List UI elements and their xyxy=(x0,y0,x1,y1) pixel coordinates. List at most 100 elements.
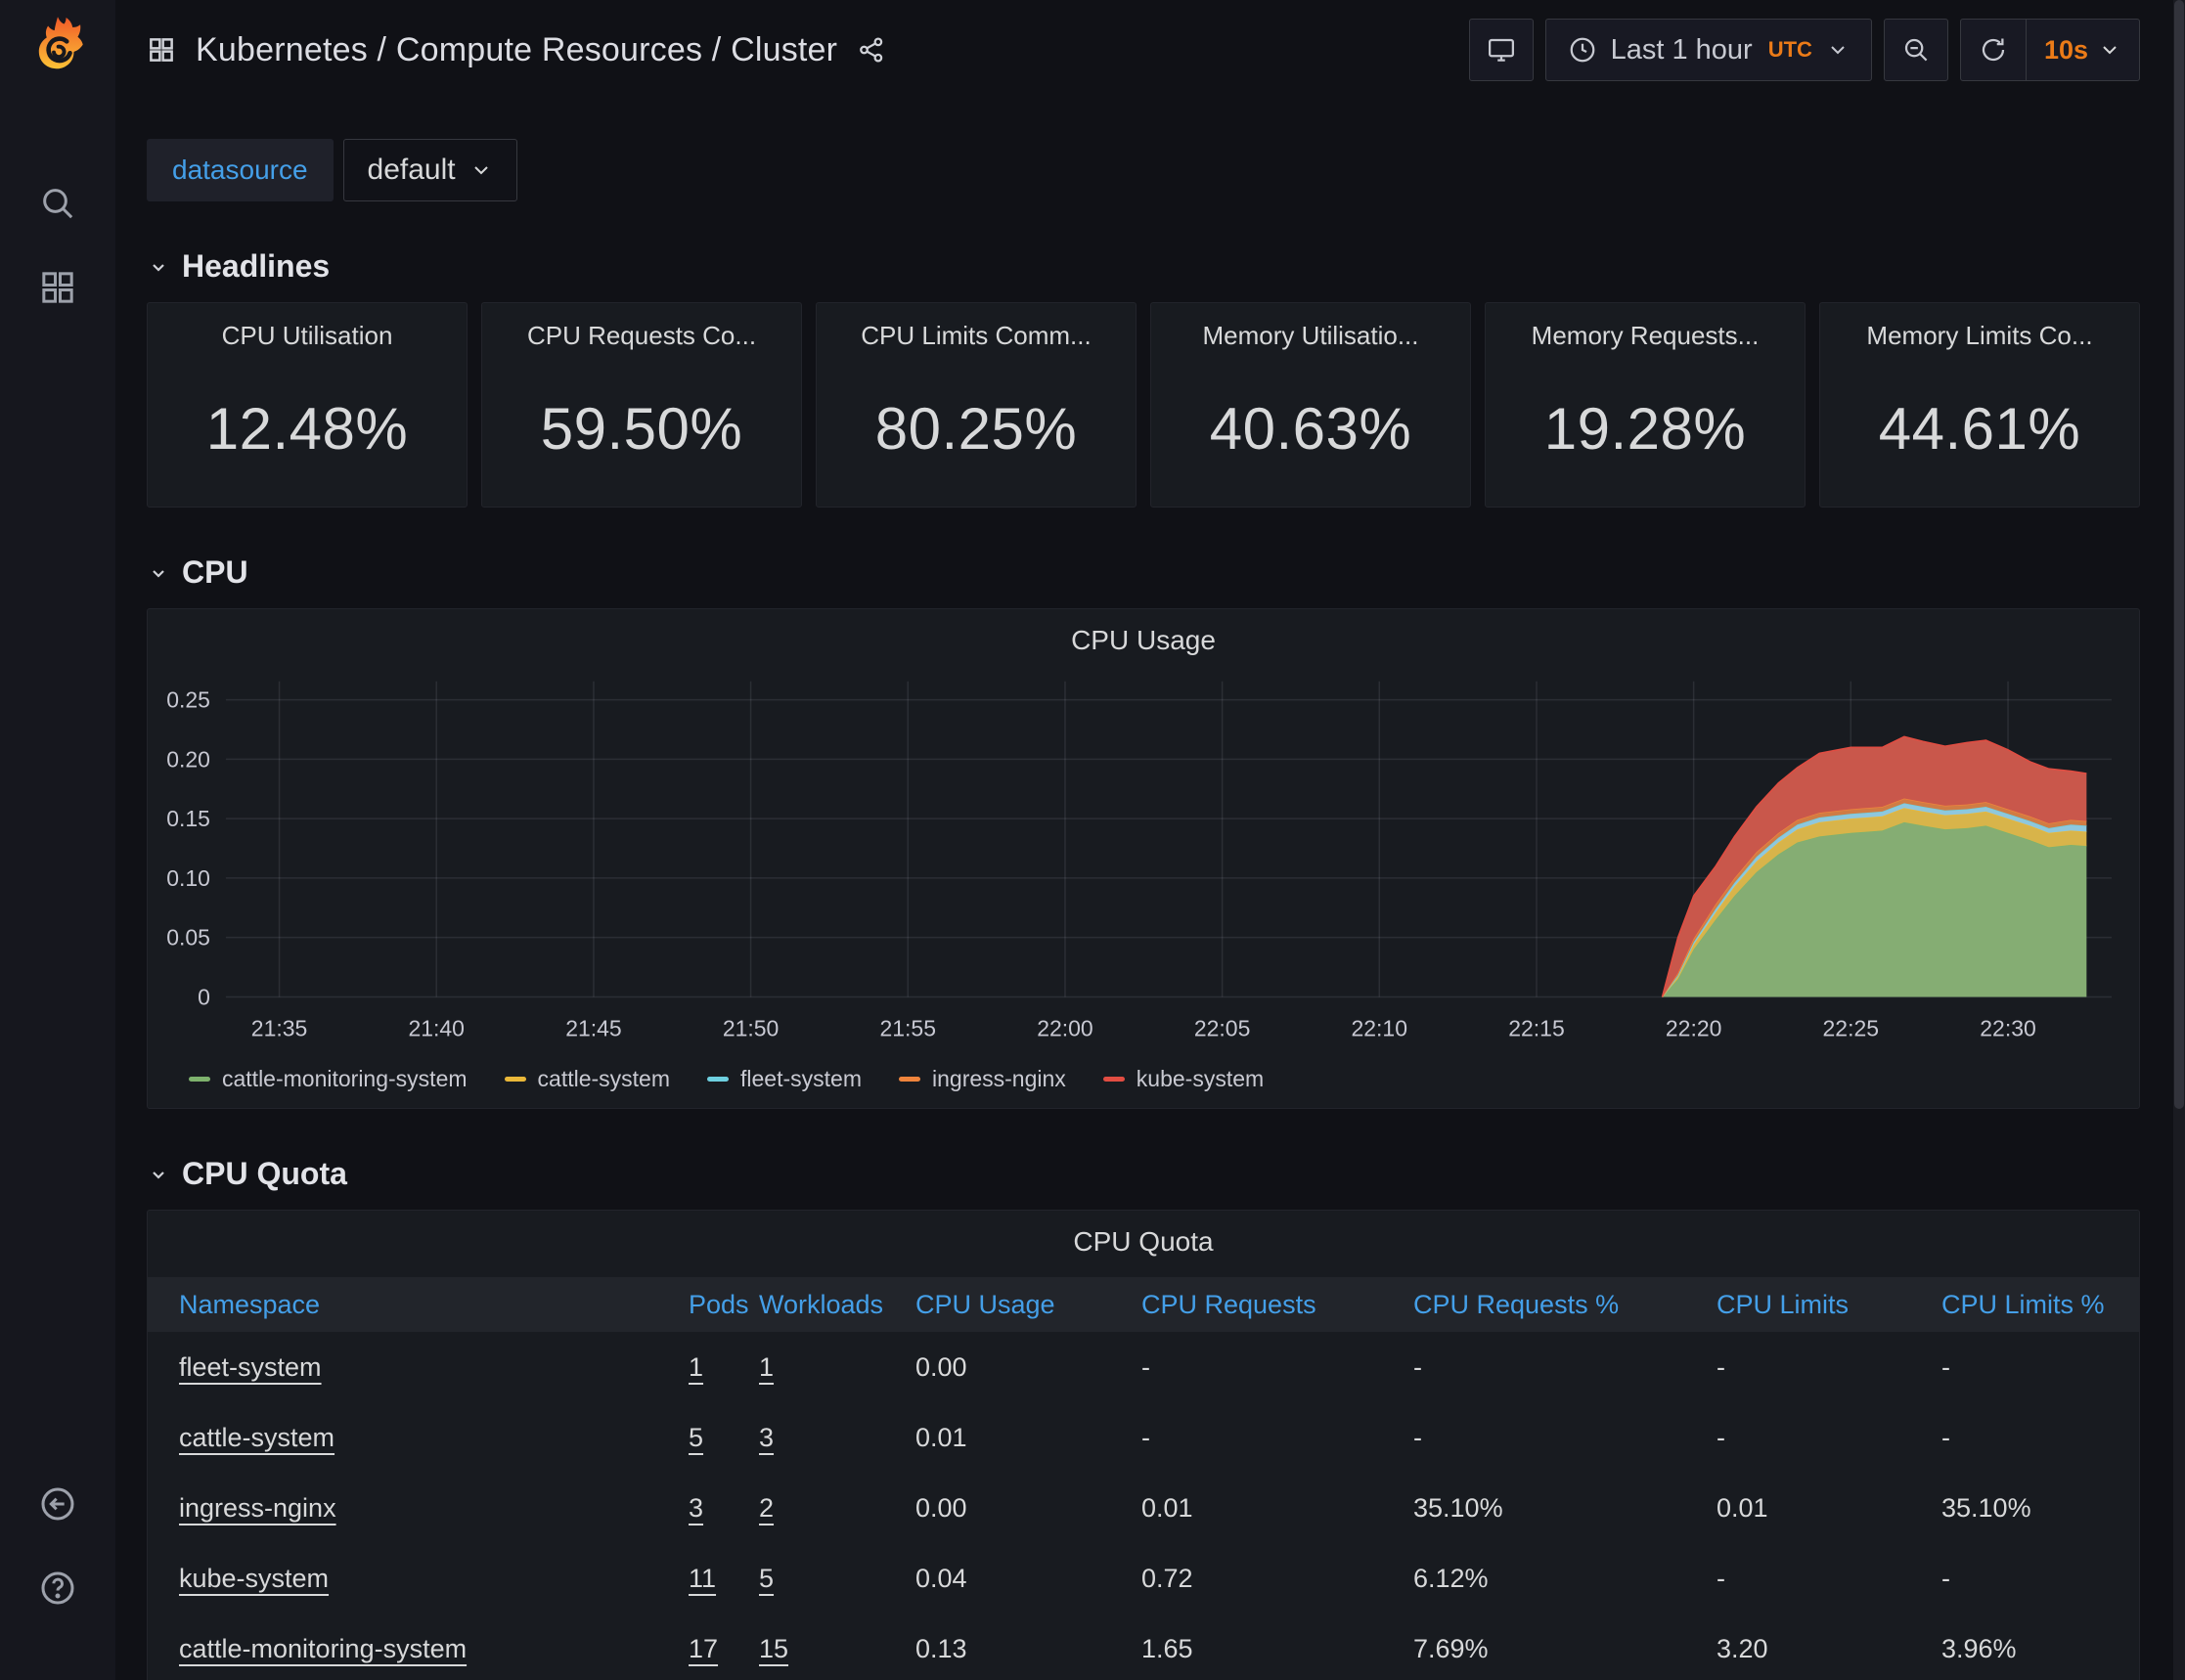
legend-item-fleet-system[interactable]: fleet-system xyxy=(707,1066,862,1092)
quota-table-header: NamespacePodsWorkloadsCPU UsageCPU Reque… xyxy=(148,1277,2139,1332)
svg-text:0.20: 0.20 xyxy=(166,746,210,772)
stat-panel-3[interactable]: Memory Utilisatio...40.63% xyxy=(1150,302,1471,508)
legend-item-ingress-nginx[interactable]: ingress-nginx xyxy=(899,1066,1066,1092)
tv-mode-button[interactable] xyxy=(1469,19,1534,81)
pods-link[interactable]: 11 xyxy=(689,1564,716,1593)
column-header-cpu-usage[interactable]: CPU Usage xyxy=(915,1290,1141,1320)
legend-label: cattle-monitoring-system xyxy=(222,1066,468,1092)
svg-text:0: 0 xyxy=(198,984,210,1009)
column-header-namespace[interactable]: Namespace xyxy=(148,1290,689,1320)
section-cpu[interactable]: CPU xyxy=(147,554,2140,591)
refresh-interval-label: 10s xyxy=(2044,35,2088,66)
namespace-link[interactable]: fleet-system xyxy=(179,1352,322,1382)
svg-text:22:15: 22:15 xyxy=(1508,1015,1564,1040)
page-header: Kubernetes / Compute Resources / Cluster… xyxy=(147,0,2140,100)
pods-link[interactable]: 3 xyxy=(689,1493,703,1523)
time-range-label: Last 1 hour xyxy=(1611,34,1753,66)
table-cell: - xyxy=(1413,1423,1717,1453)
refresh-button[interactable] xyxy=(1961,20,2026,80)
svg-text:22:20: 22:20 xyxy=(1666,1015,1721,1040)
section-title: CPU Quota xyxy=(182,1156,347,1192)
table-cell: 5 xyxy=(689,1423,759,1453)
svg-text:22:05: 22:05 xyxy=(1194,1015,1250,1040)
table-cell: cattle-monitoring-system xyxy=(148,1634,689,1664)
legend-item-cattle-system[interactable]: cattle-system xyxy=(505,1066,670,1092)
grafana-logo[interactable] xyxy=(23,14,92,78)
namespace-link[interactable]: ingress-nginx xyxy=(179,1493,336,1523)
legend-item-cattle-monitoring-system[interactable]: cattle-monitoring-system xyxy=(189,1066,468,1092)
svg-text:0.25: 0.25 xyxy=(166,687,210,713)
scrollbar[interactable] xyxy=(2173,0,2185,1680)
table-cell: 35.10% xyxy=(1413,1493,1717,1524)
namespace-link[interactable]: cattle-monitoring-system xyxy=(179,1634,467,1663)
section-cpu-quota[interactable]: CPU Quota xyxy=(147,1156,2140,1192)
namespace-link[interactable]: cattle-system xyxy=(179,1423,334,1452)
table-cell: 3 xyxy=(689,1493,759,1524)
legend-swatch xyxy=(505,1077,526,1082)
svg-text:21:45: 21:45 xyxy=(565,1015,621,1040)
stat-panel-4[interactable]: Memory Requests...19.28% xyxy=(1485,302,1806,508)
datasource-select[interactable]: default xyxy=(343,139,517,201)
pods-link[interactable]: 17 xyxy=(689,1634,718,1663)
table-cell: 2 xyxy=(759,1493,915,1524)
namespace-link[interactable]: kube-system xyxy=(179,1564,329,1593)
table-cell: 0.00 xyxy=(915,1493,1141,1524)
workloads-link[interactable]: 15 xyxy=(759,1634,788,1663)
table-cell: - xyxy=(1717,1564,1941,1594)
chevron-down-icon xyxy=(147,561,170,585)
table-cell: 3.20 xyxy=(1717,1634,1941,1664)
time-range-picker[interactable]: Last 1 hour UTC xyxy=(1545,19,1872,81)
stat-title: CPU Utilisation xyxy=(222,321,393,351)
column-header-workloads[interactable]: Workloads xyxy=(759,1290,915,1320)
search-icon[interactable] xyxy=(26,172,89,235)
scrollbar-thumb[interactable] xyxy=(2174,0,2184,1109)
chevron-down-icon xyxy=(147,1163,170,1186)
chevron-down-icon xyxy=(1826,38,1850,62)
column-header-cpu-limits-[interactable]: CPU Limits % xyxy=(1941,1290,2139,1320)
svg-text:0.15: 0.15 xyxy=(166,806,210,831)
dashboards-icon[interactable] xyxy=(26,256,89,319)
refresh-interval-dropdown[interactable]: 10s xyxy=(2026,20,2139,80)
section-headlines[interactable]: Headlines xyxy=(147,248,2140,285)
column-header-pods[interactable]: Pods xyxy=(689,1290,759,1320)
stat-title: Memory Limits Co... xyxy=(1866,321,2092,351)
pods-link[interactable]: 5 xyxy=(689,1423,703,1452)
stat-panel-5[interactable]: Memory Limits Co...44.61% xyxy=(1819,302,2140,508)
svg-text:0.05: 0.05 xyxy=(166,925,210,951)
column-header-cpu-requests-[interactable]: CPU Requests % xyxy=(1413,1290,1717,1320)
svg-text:22:25: 22:25 xyxy=(1823,1015,1879,1040)
stat-value: 19.28% xyxy=(1544,351,1747,507)
table-cell: 3.96% xyxy=(1941,1634,2139,1664)
table-row-cattle-system: cattle-system530.01---- xyxy=(148,1402,2139,1473)
stat-panel-2[interactable]: CPU Limits Comm...80.25% xyxy=(816,302,1137,508)
workloads-link[interactable]: 3 xyxy=(759,1423,774,1452)
stat-value: 59.50% xyxy=(541,351,743,507)
workloads-link[interactable]: 5 xyxy=(759,1564,774,1593)
table-cell: - xyxy=(1141,1352,1413,1383)
svg-text:21:50: 21:50 xyxy=(723,1015,779,1040)
sign-in-icon[interactable] xyxy=(26,1473,89,1535)
cpu-usage-plot[interactable]: 00.050.100.150.200.2521:3521:4021:4521:5… xyxy=(148,609,2139,1108)
column-header-cpu-limits[interactable]: CPU Limits xyxy=(1717,1290,1941,1320)
chevron-down-icon xyxy=(147,255,170,279)
legend-label: fleet-system xyxy=(740,1066,862,1092)
stat-panel-0[interactable]: CPU Utilisation12.48% xyxy=(147,302,468,508)
legend-item-kube-system[interactable]: kube-system xyxy=(1103,1066,1264,1092)
zoom-out-button[interactable] xyxy=(1884,19,1948,81)
table-cell: 11 xyxy=(689,1564,759,1594)
workloads-link[interactable]: 2 xyxy=(759,1493,774,1523)
table-cell: - xyxy=(1141,1423,1413,1453)
table-cell: 3 xyxy=(759,1423,915,1453)
share-icon[interactable] xyxy=(857,35,886,65)
column-header-cpu-requests[interactable]: CPU Requests xyxy=(1141,1290,1413,1320)
legend-swatch xyxy=(899,1077,920,1082)
dashboard-grid-icon[interactable] xyxy=(147,35,176,65)
svg-text:21:35: 21:35 xyxy=(251,1015,307,1040)
pods-link[interactable]: 1 xyxy=(689,1352,703,1382)
workloads-link[interactable]: 1 xyxy=(759,1352,774,1382)
help-icon[interactable] xyxy=(26,1557,89,1619)
table-cell: 0.01 xyxy=(915,1423,1141,1453)
table-cell: 7.69% xyxy=(1413,1634,1717,1664)
stat-panel-1[interactable]: CPU Requests Co...59.50% xyxy=(481,302,802,508)
main-content: Kubernetes / Compute Resources / Cluster… xyxy=(115,0,2185,1680)
